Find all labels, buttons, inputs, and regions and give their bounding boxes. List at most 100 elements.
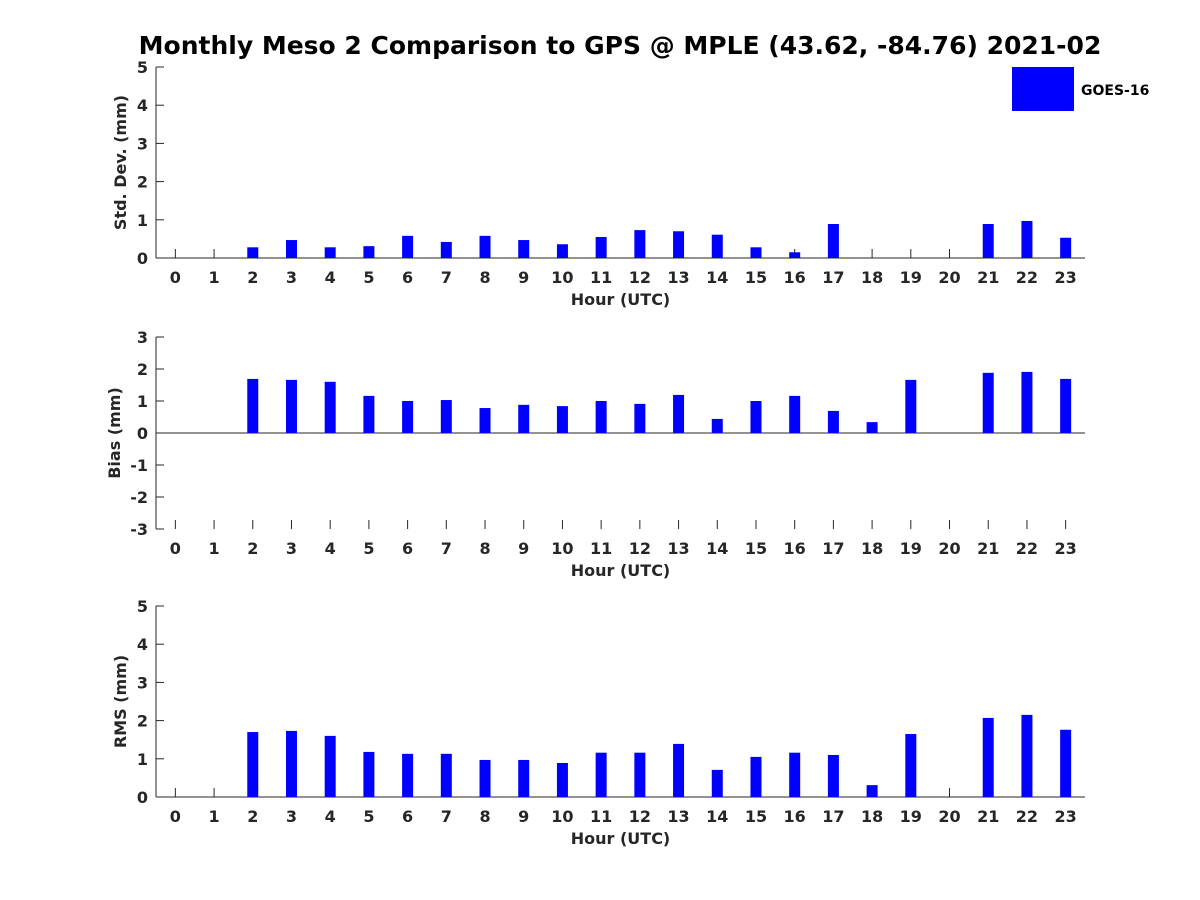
x-tick-label: 13 bbox=[667, 807, 689, 826]
bar-hour-8 bbox=[479, 408, 491, 433]
bar-hour-18 bbox=[866, 785, 878, 797]
bar-hour-10 bbox=[556, 244, 568, 258]
bar-hour-16 bbox=[789, 752, 801, 797]
x-tick-label: 8 bbox=[479, 268, 490, 287]
bar-hour-7 bbox=[440, 241, 452, 258]
x-tick-label: 7 bbox=[441, 268, 452, 287]
x-tick-label: 2 bbox=[247, 268, 258, 287]
x-tick-label: 20 bbox=[938, 539, 960, 558]
x-tick-label: 22 bbox=[1016, 807, 1038, 826]
bar-hour-22 bbox=[1021, 220, 1033, 258]
bar-hour-17 bbox=[827, 410, 839, 433]
x-axis-label: Hour (UTC) bbox=[571, 829, 671, 848]
x-tick-label: 9 bbox=[518, 539, 529, 558]
bar-hour-11 bbox=[595, 236, 607, 258]
x-tick-label: 8 bbox=[479, 807, 490, 826]
x-tick-label: 19 bbox=[900, 807, 922, 826]
bar-hour-11 bbox=[595, 401, 607, 433]
y-tick-label: 1 bbox=[137, 392, 148, 411]
x-tick-label: 0 bbox=[170, 807, 181, 826]
bar-hour-7 bbox=[440, 400, 452, 433]
x-tick-label: 4 bbox=[325, 539, 336, 558]
bar-hour-23 bbox=[1060, 729, 1072, 797]
x-tick-label: 17 bbox=[822, 539, 844, 558]
bar-hour-4 bbox=[324, 735, 336, 797]
x-tick-label: 2 bbox=[247, 807, 258, 826]
y-tick-label: -3 bbox=[130, 520, 148, 539]
bar-hour-22 bbox=[1021, 371, 1033, 433]
x-tick-label: 14 bbox=[706, 268, 728, 287]
bar-hour-4 bbox=[324, 381, 336, 433]
bar-hour-2 bbox=[247, 247, 259, 258]
x-tick-label: 22 bbox=[1016, 539, 1038, 558]
bar-hour-15 bbox=[750, 247, 762, 258]
x-tick-label: 16 bbox=[784, 268, 806, 287]
y-tick-label: 1 bbox=[137, 211, 148, 230]
x-tick-label: 1 bbox=[208, 539, 219, 558]
bar-hour-12 bbox=[634, 403, 646, 433]
x-tick-label: 10 bbox=[551, 539, 573, 558]
x-tick-label: 5 bbox=[363, 807, 374, 826]
x-tick-label: 20 bbox=[938, 268, 960, 287]
x-tick-label: 17 bbox=[822, 268, 844, 287]
bar-hour-17 bbox=[827, 224, 839, 258]
bar-hour-13 bbox=[673, 231, 685, 258]
bar-hour-22 bbox=[1021, 714, 1033, 797]
x-tick-label: 13 bbox=[667, 268, 689, 287]
bar-hour-13 bbox=[673, 394, 685, 433]
x-axis-label: Hour (UTC) bbox=[571, 290, 671, 309]
bar-hour-7 bbox=[440, 753, 452, 797]
x-tick-label: 21 bbox=[977, 807, 999, 826]
x-tick-label: 2 bbox=[247, 539, 258, 558]
x-tick-label: 10 bbox=[551, 807, 573, 826]
x-tick-label: 18 bbox=[861, 268, 883, 287]
bar-hour-15 bbox=[750, 401, 762, 433]
x-tick-label: 12 bbox=[629, 807, 651, 826]
x-tick-label: 20 bbox=[938, 807, 960, 826]
x-tick-label: 3 bbox=[286, 539, 297, 558]
bar-hour-14 bbox=[711, 769, 723, 797]
bar-hour-23 bbox=[1060, 378, 1072, 433]
bar-hour-13 bbox=[673, 743, 685, 797]
bar-hour-12 bbox=[634, 752, 646, 797]
legend-label: GOES-16 bbox=[1081, 83, 1149, 99]
x-tick-label: 4 bbox=[325, 807, 336, 826]
y-tick-label: 0 bbox=[137, 424, 148, 443]
legend-swatch-goes-16 bbox=[1012, 67, 1074, 111]
y-axis-label: Bias (mm) bbox=[105, 387, 124, 479]
bar-hour-5 bbox=[363, 395, 375, 433]
x-tick-label: 6 bbox=[402, 539, 413, 558]
bar-hour-17 bbox=[827, 754, 839, 797]
x-tick-label: 10 bbox=[551, 268, 573, 287]
x-tick-label: 5 bbox=[363, 539, 374, 558]
bar-hour-3 bbox=[285, 240, 297, 258]
bar-hour-8 bbox=[479, 235, 491, 258]
x-tick-label: 12 bbox=[629, 539, 651, 558]
x-tick-label: 5 bbox=[363, 268, 374, 287]
x-tick-label: 21 bbox=[977, 539, 999, 558]
x-tick-label: 0 bbox=[170, 268, 181, 287]
bar-hour-10 bbox=[556, 763, 568, 797]
x-tick-label: 23 bbox=[1055, 268, 1077, 287]
x-tick-label: 11 bbox=[590, 807, 612, 826]
bar-hour-14 bbox=[711, 418, 723, 433]
y-tick-label: 3 bbox=[137, 134, 148, 153]
bar-hour-9 bbox=[518, 759, 530, 797]
y-tick-label: -2 bbox=[130, 488, 148, 507]
x-tick-label: 11 bbox=[590, 539, 612, 558]
y-tick-label: 2 bbox=[137, 360, 148, 379]
x-tick-label: 15 bbox=[745, 268, 767, 287]
bar-hour-8 bbox=[479, 759, 491, 797]
x-tick-label: 1 bbox=[208, 268, 219, 287]
bar-hour-6 bbox=[402, 753, 414, 797]
bar-hour-6 bbox=[402, 235, 414, 258]
y-tick-label: 0 bbox=[137, 788, 148, 807]
x-tick-label: 14 bbox=[706, 807, 728, 826]
x-axis-label: Hour (UTC) bbox=[571, 561, 671, 580]
bar-hour-3 bbox=[285, 730, 297, 797]
